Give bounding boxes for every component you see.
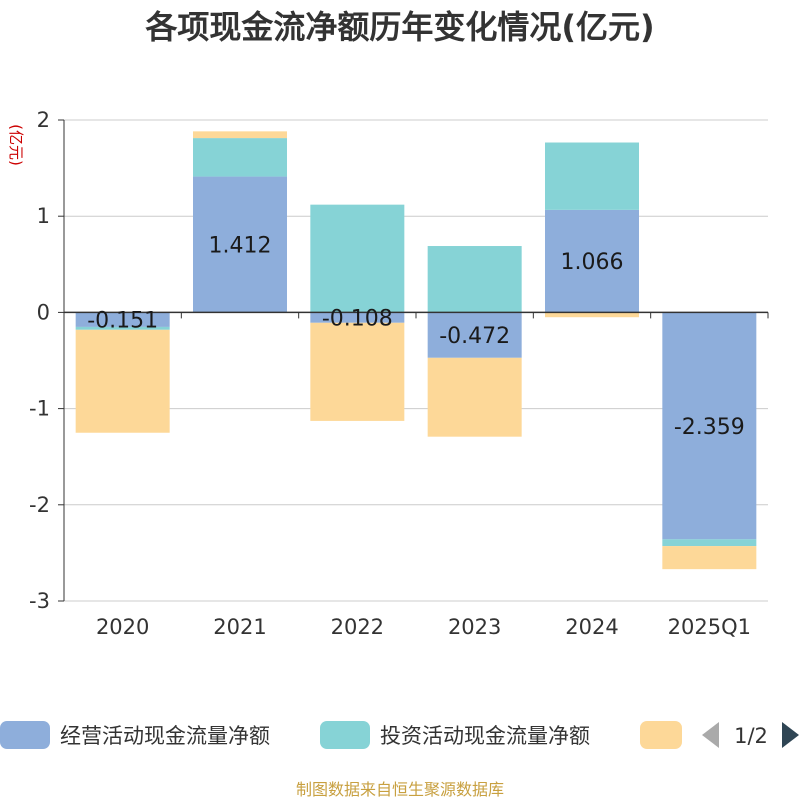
bar-2024-series-1[interactable] [545,209,639,313]
data-label: -0.108 [322,307,393,332]
data-label: -0.472 [439,324,510,349]
y-tick-label: 2 [37,108,50,132]
legend-clip [682,715,702,755]
bar-2024-series-3[interactable] [545,312,639,318]
x-tick-label: 2025Q1 [668,615,751,639]
y-tick-label: -3 [29,589,50,613]
y-tick-label: -1 [29,397,50,421]
legend-swatch-2[interactable] [320,721,370,749]
x-tick-label: 2022 [331,615,384,639]
x-tick-label: 2021 [213,615,266,639]
legend-swatch-3[interactable] [640,721,682,749]
bar-2020-series-1[interactable] [75,312,170,327]
bar-2022-series-1[interactable] [310,312,405,323]
x-tick-label: 2024 [565,615,618,639]
bar-2025Q1-series-1[interactable] [662,312,757,540]
y-tick-label: -2 [29,493,50,517]
bar-2022-series-3[interactable] [310,322,405,421]
data-label: -0.151 [87,309,158,334]
x-tick-label: 2023 [448,615,501,639]
bar-2021-series-2[interactable] [193,138,287,177]
bar-2024-series-2[interactable] [545,142,639,210]
bar-2022-series-2[interactable] [310,204,405,313]
bar-2025Q1-series-2[interactable] [662,539,757,547]
y-tick-label: 0 [37,300,50,324]
bar-2021-series-1[interactable] [193,176,287,313]
y-axis-unit: (亿元) [7,124,25,166]
legend-label-2[interactable]: 投资活动现金流量净额 [380,724,590,748]
data-label: 1.412 [209,233,272,258]
bar-2023-series-3[interactable] [427,357,522,437]
bar-2020-series-2[interactable] [75,326,170,330]
data-source-note: 制图数据来自恒生聚源数据库 [296,780,504,799]
x-tick-label: 2020 [96,615,149,639]
bar-2025Q1-series-3[interactable] [662,546,757,570]
data-label: 1.066 [561,250,624,275]
bar-2020-series-3[interactable] [75,329,170,433]
bar-2021-series-3[interactable] [193,131,287,139]
chart-title: 各项现金流净额历年变化情况(亿元) [145,8,654,46]
legend-label-1[interactable]: 经营活动现金流量净额 [60,724,270,748]
data-label: -2.359 [674,415,745,440]
legend-page-indicator: 1/2 [734,724,768,748]
bar-2023-series-1[interactable] [427,312,522,358]
legend-prev-page-icon[interactable] [702,722,719,748]
legend-next-page-icon[interactable] [782,722,799,748]
y-tick-label: 1 [37,204,50,228]
legend-swatch-1[interactable] [0,721,50,749]
bar-2023-series-2[interactable] [427,246,522,313]
